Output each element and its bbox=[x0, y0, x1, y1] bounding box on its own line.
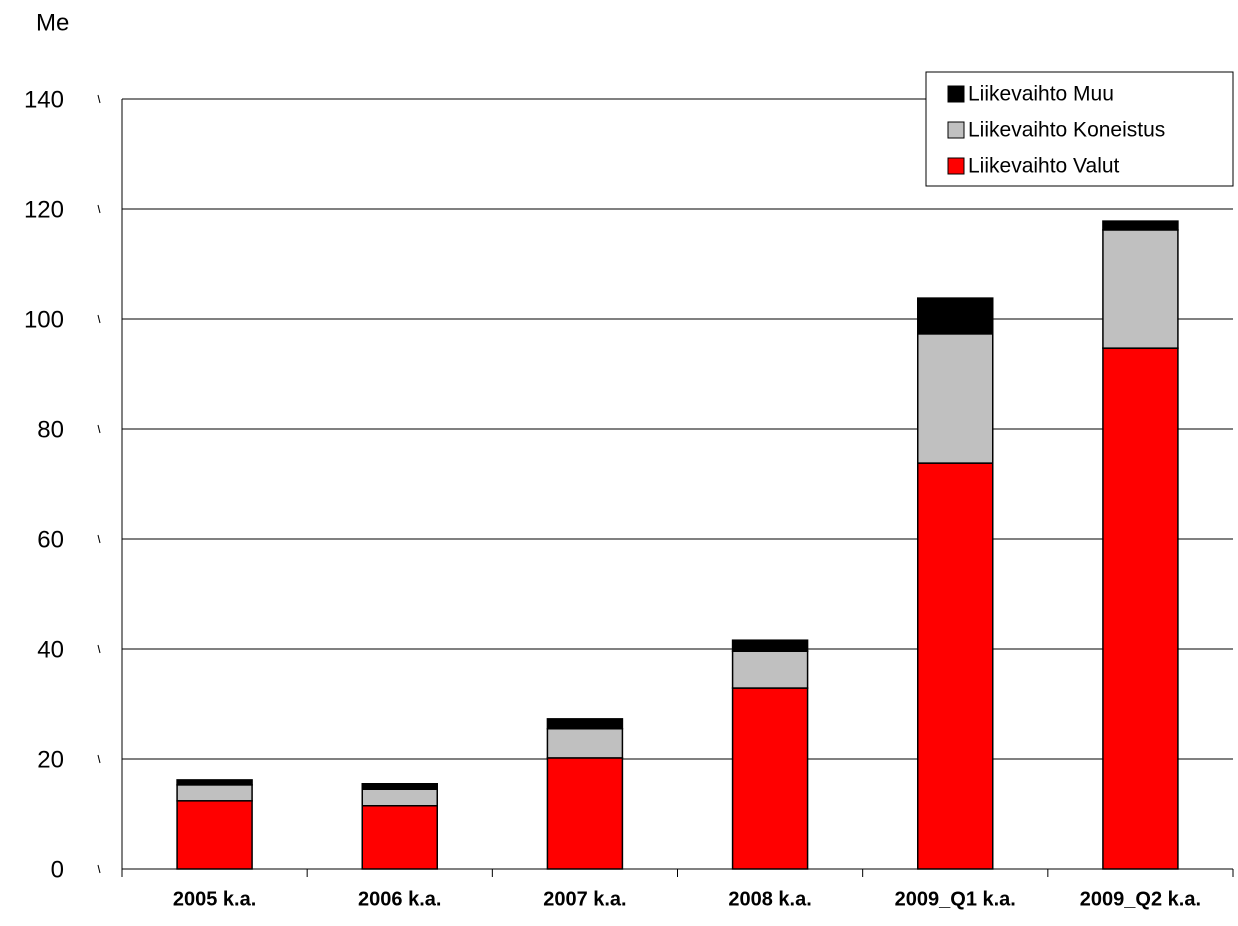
y-tick-label: 0 bbox=[51, 856, 64, 883]
y-tick bbox=[97, 644, 101, 654]
y-tick-label: 100 bbox=[24, 306, 64, 333]
legend-swatch bbox=[947, 85, 965, 103]
bar-segment bbox=[917, 297, 994, 335]
y-tick-label: 40 bbox=[37, 636, 64, 663]
y-tick-label: 120 bbox=[24, 196, 64, 223]
bar-segment bbox=[1102, 347, 1179, 870]
legend-label: Liikevaihto Valut bbox=[968, 155, 1120, 178]
y-tick bbox=[97, 424, 101, 434]
y-tick-label: 60 bbox=[37, 526, 64, 553]
y-tick-label: 80 bbox=[37, 416, 64, 443]
y-tick bbox=[97, 864, 101, 874]
bar-segment bbox=[917, 333, 994, 464]
legend-label: Liikevaihto Muu bbox=[968, 83, 1114, 106]
legend-swatch bbox=[947, 157, 965, 175]
bar-segment bbox=[361, 805, 438, 870]
x-tick-label: 2009_Q2 k.a. bbox=[1080, 888, 1201, 910]
x-tick-label: 2009_Q1 k.a. bbox=[895, 888, 1016, 910]
bar-segment bbox=[731, 650, 809, 689]
bar-segment bbox=[731, 687, 809, 870]
legend-swatch bbox=[947, 121, 965, 139]
legend-box bbox=[925, 71, 1234, 187]
bar-segment bbox=[1102, 220, 1179, 231]
bar-segment bbox=[546, 718, 624, 730]
bar-segment bbox=[1102, 229, 1179, 349]
bar-segment bbox=[546, 757, 624, 870]
bar-segment bbox=[361, 783, 438, 790]
x-tick-label: 2006 k.a. bbox=[358, 888, 441, 910]
x-tick-label: 2007 k.a. bbox=[543, 888, 626, 910]
bar-segment bbox=[176, 800, 253, 870]
x-tick-label: 2008 k.a. bbox=[728, 888, 811, 910]
y-tick-label: 20 bbox=[37, 746, 64, 773]
bar-segment bbox=[546, 728, 624, 759]
y-tick bbox=[97, 314, 101, 324]
legend-label: Liikevaihto Koneistus bbox=[968, 119, 1165, 142]
y-tick bbox=[97, 94, 101, 104]
x-tick-label: 2005 k.a. bbox=[173, 888, 256, 910]
bar-segment bbox=[176, 779, 253, 786]
bar-segment bbox=[361, 788, 438, 807]
y-tick bbox=[97, 204, 101, 214]
bar-segment bbox=[917, 462, 994, 870]
bar-segment bbox=[731, 639, 809, 652]
y-tick-label: 140 bbox=[24, 86, 64, 113]
bar-segment bbox=[176, 784, 253, 802]
y-tick bbox=[97, 754, 101, 764]
chart-title: Me bbox=[36, 9, 69, 36]
y-tick bbox=[97, 534, 101, 544]
